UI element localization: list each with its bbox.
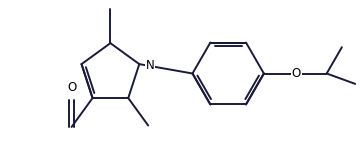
Text: O: O: [292, 67, 301, 80]
Text: N: N: [146, 59, 154, 72]
Text: O: O: [67, 81, 76, 94]
